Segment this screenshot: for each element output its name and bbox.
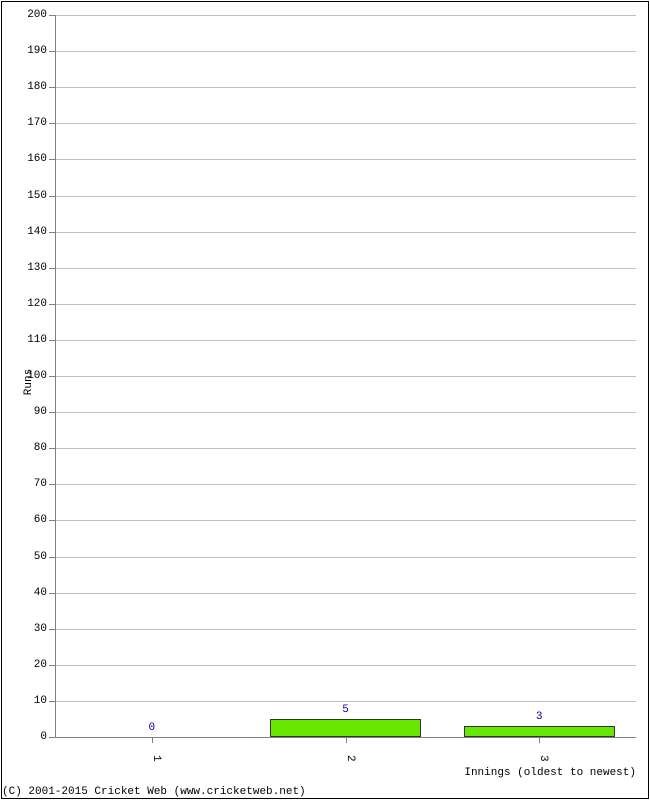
y-tick-label: 100 <box>17 370 47 382</box>
gridline <box>55 87 636 88</box>
y-tick-label: 0 <box>17 731 47 743</box>
y-tick-label: 40 <box>17 587 47 599</box>
y-tick-label: 170 <box>17 117 47 129</box>
copyright-text: (C) 2001-2015 Cricket Web (www.cricketwe… <box>2 786 306 798</box>
gridline <box>55 15 636 16</box>
gridline <box>55 340 636 341</box>
gridline <box>55 196 636 197</box>
y-tick-label: 150 <box>17 190 47 202</box>
y-tick-label: 200 <box>17 9 47 21</box>
gridline <box>55 629 636 630</box>
y-tick-label: 180 <box>17 81 47 93</box>
x-axis-label: Innings (oldest to newest) <box>464 767 636 779</box>
gridline <box>55 701 636 702</box>
gridline <box>55 520 636 521</box>
gridline <box>55 665 636 666</box>
bar <box>270 719 421 737</box>
gridline <box>55 232 636 233</box>
gridline <box>55 448 636 449</box>
gridline <box>55 268 636 269</box>
x-tick <box>346 737 347 743</box>
y-tick-label: 160 <box>17 153 47 165</box>
y-tick-label: 50 <box>17 551 47 563</box>
bar-value-label: 3 <box>536 711 543 723</box>
gridline <box>55 412 636 413</box>
gridline <box>55 159 636 160</box>
y-axis-line <box>55 15 56 737</box>
gridline <box>55 484 636 485</box>
y-tick-label: 120 <box>17 298 47 310</box>
gridline <box>55 593 636 594</box>
y-tick-label: 140 <box>17 226 47 238</box>
chart-container: Runs Innings (oldest to newest) (C) 2001… <box>0 0 650 800</box>
y-tick-label: 30 <box>17 623 47 635</box>
y-tick-label: 130 <box>17 262 47 274</box>
bar-value-label: 0 <box>149 722 156 734</box>
x-tick <box>152 737 153 743</box>
x-tick <box>539 737 540 743</box>
x-tick-label: 1 <box>150 755 162 762</box>
y-tick-label: 80 <box>17 442 47 454</box>
gridline <box>55 304 636 305</box>
y-tick-label: 190 <box>17 45 47 57</box>
y-tick-label: 110 <box>17 334 47 346</box>
gridline <box>55 376 636 377</box>
y-tick-label: 70 <box>17 478 47 490</box>
gridline <box>55 123 636 124</box>
bar <box>464 726 615 737</box>
y-tick-label: 10 <box>17 695 47 707</box>
bar-value-label: 5 <box>342 704 349 716</box>
y-tick-label: 60 <box>17 514 47 526</box>
x-tick-label: 2 <box>344 755 356 762</box>
y-tick-label: 20 <box>17 659 47 671</box>
y-tick-label: 90 <box>17 406 47 418</box>
gridline <box>55 557 636 558</box>
gridline <box>55 51 636 52</box>
x-tick-label: 3 <box>537 755 549 762</box>
plot-area <box>55 15 636 737</box>
